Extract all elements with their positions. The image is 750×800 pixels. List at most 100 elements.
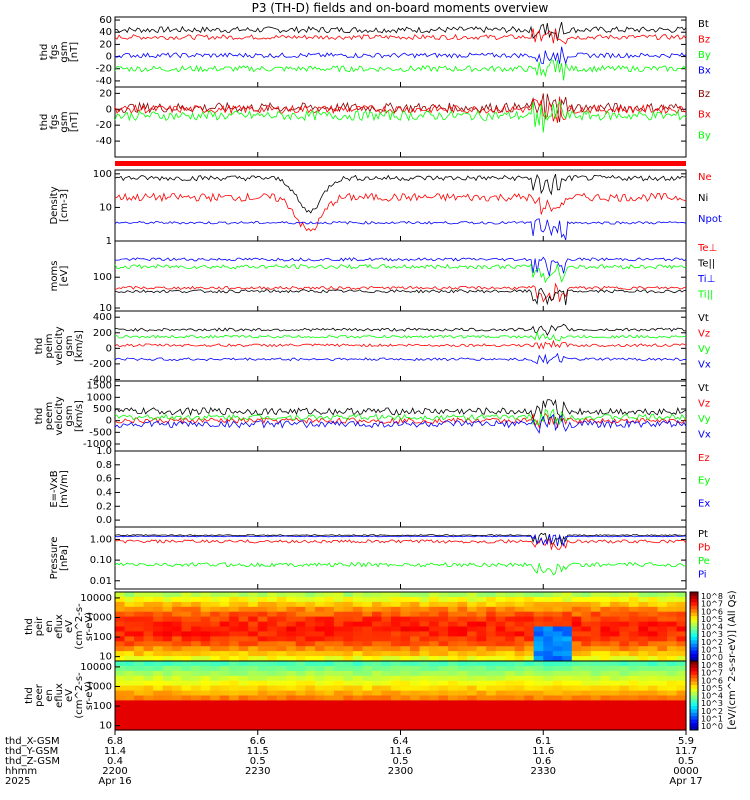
spectrogram-cell <box>219 606 230 613</box>
spectrogram-cell <box>200 700 211 706</box>
colorbar-segment <box>690 674 698 679</box>
y-tick-label: 0 <box>106 416 112 427</box>
y-tick-label: 0.2 <box>96 501 112 512</box>
spectrogram-cell <box>657 700 668 706</box>
colorbar-tick-label: 10^8 <box>701 592 723 601</box>
spectrogram-cell <box>628 651 639 657</box>
spectrogram-cell <box>343 651 354 657</box>
spectrogram-cell <box>219 680 230 687</box>
spectrogram-cell <box>581 700 592 706</box>
series-Pe <box>114 561 687 576</box>
spectrogram-cell <box>343 646 354 652</box>
spectrogram-cell <box>143 700 154 706</box>
spectrogram-cell <box>391 606 402 613</box>
spectrogram-cell <box>115 710 126 716</box>
spectrogram-cell <box>581 636 592 642</box>
spectrogram-cell <box>524 680 535 687</box>
spectrogram-cell <box>457 665 468 672</box>
time-axis-labels: thd_X-GSMthd_Y-GSMthd_Z-GSMhhmm20256.811… <box>5 730 703 787</box>
spectrogram-cell <box>600 710 611 716</box>
spectrogram-cell <box>562 695 573 701</box>
spectrogram-cell <box>552 665 563 672</box>
spectrogram-cell <box>543 710 554 716</box>
spectrogram-cell <box>448 680 459 687</box>
spectrogram-cell <box>229 720 240 726</box>
spectrogram-cell <box>495 656 506 662</box>
spectrogram-cell <box>448 631 459 637</box>
spectrogram-cell <box>124 675 135 682</box>
spectrogram-cell <box>533 641 544 647</box>
spectrogram-cell <box>657 670 668 677</box>
spectrogram-cell <box>486 646 497 652</box>
spectrogram-cell <box>676 710 687 716</box>
spectrogram-cell <box>486 715 497 721</box>
spectrogram-cell <box>505 665 516 672</box>
spectrogram-cell <box>467 656 478 662</box>
spectrogram-cell <box>429 661 440 667</box>
spectrogram-cell <box>143 651 154 657</box>
spectrogram-cell <box>372 592 383 598</box>
spectrogram-cell <box>210 700 221 706</box>
spectrogram-cell <box>429 592 440 598</box>
spectrogram-cell <box>533 656 544 662</box>
spectrogram-cell <box>600 636 611 642</box>
spectrogram-cell <box>257 606 268 613</box>
spectrogram-cell <box>667 656 678 662</box>
spectrogram-cell <box>295 631 306 637</box>
spectrogram-cell <box>676 670 687 677</box>
spectrogram-cell <box>124 646 135 652</box>
spectrogram-cell <box>381 596 392 603</box>
legend-Vx: Vx <box>698 430 711 441</box>
spectrogram-cell <box>514 700 525 706</box>
spectrogram-cell <box>219 641 230 647</box>
spectrogram-cell <box>609 720 620 726</box>
spectrogram-cell <box>162 616 173 623</box>
spectrogram-cell <box>200 636 211 642</box>
spectrogram-cell <box>410 621 421 628</box>
spectrogram-cell <box>305 616 316 623</box>
spectrogram-cell <box>438 710 449 716</box>
spectrogram-cell <box>467 670 478 677</box>
spectrogram-cell <box>181 715 192 721</box>
spectrogram-cell <box>410 636 421 642</box>
spectrogram-cell <box>314 636 325 642</box>
spectrogram-cell <box>181 700 192 706</box>
spectrogram-cell <box>429 710 440 716</box>
colorbar-tick-label: 10^3 <box>701 630 723 639</box>
spectrogram-cell <box>238 680 249 687</box>
spectrogram-cell <box>248 725 259 731</box>
ylabel-line: en <box>44 689 55 702</box>
spectrogram-cell <box>314 715 325 721</box>
spectrogram-cell <box>362 606 373 613</box>
spectrogram-cell <box>162 596 173 603</box>
spectrogram-cell <box>571 705 582 711</box>
spectrogram-cell <box>676 695 687 701</box>
spectrogram-cell <box>391 685 402 692</box>
spectrogram-cell <box>571 710 582 716</box>
spectrogram-cell <box>495 641 506 647</box>
spectrogram-cell <box>191 670 202 677</box>
colorbar-segment <box>690 661 698 665</box>
spectrogram-cell <box>391 695 402 701</box>
spectrogram-cell <box>115 636 126 642</box>
spectrogram-cell <box>343 592 354 598</box>
y-tick-label: 100 <box>93 632 112 643</box>
spectrogram-cell <box>267 616 278 623</box>
spectrogram-cell <box>191 641 202 647</box>
spectrogram-cell <box>505 680 516 687</box>
spectrogram-cell <box>153 690 164 697</box>
spectrogram-cell <box>286 621 297 628</box>
spectrogram-cell <box>372 651 383 657</box>
colorbar-tick-label: 10^2 <box>701 707 723 716</box>
spectrogram-cell <box>419 631 430 637</box>
spectrogram-cell <box>295 616 306 623</box>
spectrogram-cell <box>667 592 678 598</box>
spectrogram-cell <box>476 616 487 623</box>
spectrogram-cell <box>191 636 202 642</box>
spectrogram-cell <box>352 665 363 672</box>
spectrogram-cell <box>352 631 363 637</box>
spectrogram-cell <box>552 651 563 657</box>
spectrogram-cell <box>267 626 278 632</box>
spectrogram-cell <box>381 636 392 642</box>
